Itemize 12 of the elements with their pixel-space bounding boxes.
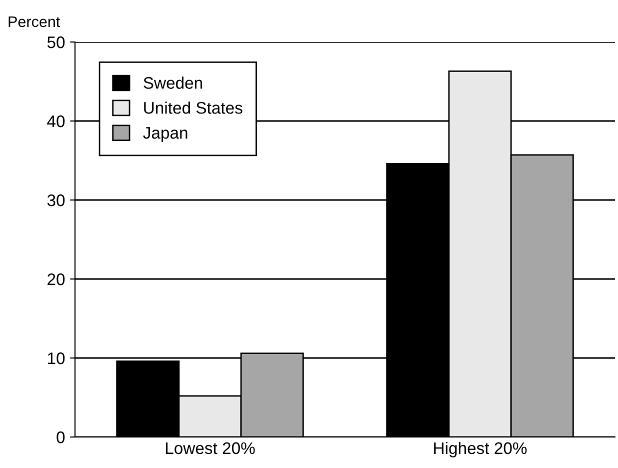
- x-tick-label: Highest 20%: [434, 442, 527, 458]
- y-tick-label: 0: [56, 431, 65, 444]
- legend-label: Japan: [143, 127, 188, 142]
- y-tick-label: 20: [48, 273, 65, 286]
- y-axis-title: Percent: [8, 16, 60, 28]
- y-tick-label: 40: [47, 115, 65, 128]
- legend-label: Sweden: [144, 76, 202, 89]
- legend-label: United States: [144, 102, 242, 114]
- x-tick-label: Lowest 20%: [166, 442, 255, 454]
- y-tick-label: 10: [48, 352, 65, 364]
- y-tick-label: 50: [47, 36, 65, 48]
- y-tick-label: 30: [47, 194, 65, 206]
